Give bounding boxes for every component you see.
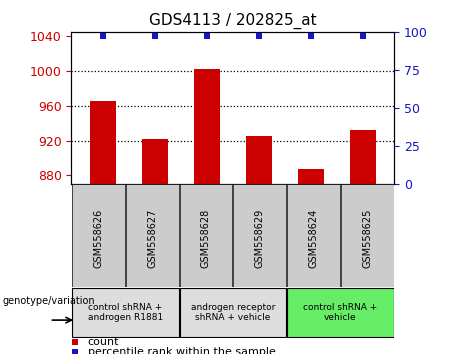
Text: control shRNA +
vehicle: control shRNA + vehicle — [303, 303, 378, 322]
Bar — [126, 184, 178, 287]
Text: control shRNA +
androgen R1881: control shRNA + androgen R1881 — [88, 303, 163, 322]
Text: GSM558627: GSM558627 — [147, 209, 157, 268]
Bar — [298, 169, 324, 184]
Text: GSM558625: GSM558625 — [362, 209, 372, 268]
Bar — [287, 288, 394, 337]
Text: GSM558628: GSM558628 — [201, 209, 211, 268]
Bar — [194, 69, 220, 184]
Bar — [233, 184, 286, 287]
Bar — [287, 184, 340, 287]
Bar — [72, 288, 178, 337]
Text: GSM558629: GSM558629 — [254, 209, 265, 268]
Bar — [350, 130, 376, 184]
Text: androgen receptor
shRNA + vehicle: androgen receptor shRNA + vehicle — [190, 303, 275, 322]
Bar — [341, 184, 394, 287]
Text: percentile rank within the sample: percentile rank within the sample — [88, 347, 276, 354]
Bar — [179, 184, 232, 287]
Title: GDS4113 / 202825_at: GDS4113 / 202825_at — [149, 13, 317, 29]
Text: genotype/variation: genotype/variation — [2, 296, 95, 306]
Bar — [90, 102, 116, 184]
Text: GSM558624: GSM558624 — [308, 209, 319, 268]
Text: GSM558626: GSM558626 — [93, 209, 103, 268]
Bar — [246, 136, 272, 184]
Text: count: count — [88, 337, 119, 347]
Bar — [72, 184, 125, 287]
Bar — [179, 288, 286, 337]
Bar — [142, 139, 168, 184]
